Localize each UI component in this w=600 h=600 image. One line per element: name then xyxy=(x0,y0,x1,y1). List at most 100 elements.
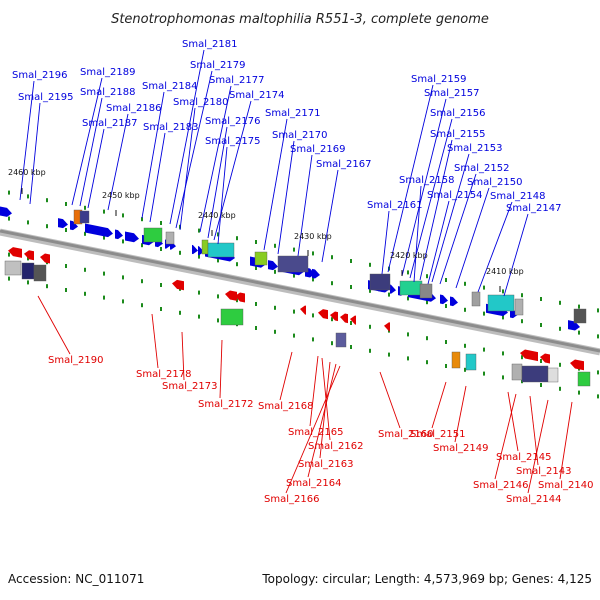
track-dot xyxy=(84,205,86,210)
reverse-leader xyxy=(181,331,185,381)
domain-block xyxy=(335,332,347,348)
track-dot xyxy=(255,240,257,244)
reverse-gene-label: Smal_2160 xyxy=(378,429,433,440)
track-dot xyxy=(217,232,219,237)
track-dot xyxy=(65,228,67,232)
forward-leader xyxy=(263,118,288,251)
forward-gene-label: Smal_2156 xyxy=(430,108,485,119)
reverse-leader xyxy=(37,295,71,355)
forward-gene-label: Smal_2161 xyxy=(367,200,422,211)
track-dot xyxy=(160,307,162,311)
reverse-arrow xyxy=(8,247,22,258)
domain-block xyxy=(165,231,175,245)
track-dot xyxy=(597,334,599,339)
track-dot xyxy=(426,274,428,279)
track-dot xyxy=(350,345,352,349)
track-dot xyxy=(160,221,162,225)
kbp-ticks: 2460 kbp 2450 kbp 2440 kbp 2430 kbp 2420 kbp… xyxy=(8,168,524,292)
track-dot xyxy=(65,202,67,206)
track-dot xyxy=(8,216,10,221)
forward-arrow xyxy=(450,296,458,307)
track-dot xyxy=(198,290,200,295)
forward-leader xyxy=(179,107,196,231)
reverse-leader xyxy=(454,385,467,443)
track-dot xyxy=(198,254,200,259)
track-dot xyxy=(350,259,352,263)
track-dot xyxy=(236,236,238,241)
forward-arrow xyxy=(268,260,278,271)
forward-gene-label: Smal_2186 xyxy=(106,103,161,114)
track-dot xyxy=(312,313,314,318)
track-dot xyxy=(559,362,561,367)
domain-block xyxy=(143,227,163,243)
reverse-arrow xyxy=(40,253,50,264)
forward-arrow xyxy=(0,206,12,217)
reverse-arrow xyxy=(330,311,338,322)
forward-gene-label: Smal_2175 xyxy=(205,136,260,147)
domain-block xyxy=(511,363,523,381)
track-dot xyxy=(350,285,352,289)
forward-arrow xyxy=(192,244,198,255)
track-dot xyxy=(388,292,390,297)
track-dot xyxy=(597,394,599,399)
backbone xyxy=(0,229,600,353)
track-dot xyxy=(84,267,86,272)
track-dot xyxy=(597,370,599,375)
domain-block xyxy=(487,294,515,312)
track-dot xyxy=(331,317,333,322)
track-dot xyxy=(217,294,219,299)
track-dot xyxy=(46,198,48,203)
track-dot xyxy=(426,336,428,341)
track-dot xyxy=(27,280,29,285)
reverse-gene-label: Smal_2146 xyxy=(473,480,528,491)
track-dot xyxy=(27,194,29,199)
leader-lines xyxy=(19,49,573,494)
domain-block xyxy=(220,308,244,326)
reverse-gene-label: Smal_2164 xyxy=(286,478,341,489)
reverse-gene-label: Smal_2143 xyxy=(516,466,571,477)
track-dot xyxy=(312,277,314,282)
forward-gene-label: Smal_2174 xyxy=(229,90,284,101)
forward-leader xyxy=(455,187,490,289)
track-dot xyxy=(312,337,314,342)
kbp-tick-label: 2430 kbp xyxy=(294,232,332,241)
forward-gene-label: Smal_2180 xyxy=(173,97,228,108)
track-dot xyxy=(483,347,485,352)
track-dot xyxy=(445,304,447,308)
forward-leader xyxy=(413,185,422,283)
accession-label: Accession: NC_011071 xyxy=(8,572,145,586)
forward-arrow xyxy=(440,294,448,305)
track-dot xyxy=(274,243,276,248)
track-dot xyxy=(198,228,200,233)
reverse-gene-label: Smal_2168 xyxy=(258,401,313,412)
forward-arrow xyxy=(115,229,123,240)
track-dot xyxy=(65,264,67,268)
forward-leader xyxy=(141,91,165,219)
reverse-leader xyxy=(307,363,337,478)
track-dot xyxy=(464,281,466,286)
forward-gene-label: Smal_2152 xyxy=(454,163,509,174)
forward-arrow xyxy=(312,268,320,279)
track-dot xyxy=(445,278,447,282)
domain-block xyxy=(21,262,35,280)
forward-leader xyxy=(207,126,228,239)
track-dot xyxy=(46,224,48,229)
track-dot xyxy=(84,291,86,296)
track-dot xyxy=(27,256,29,261)
forward-arrow xyxy=(568,320,580,331)
track-dot xyxy=(141,279,143,284)
kbp-tick-label: 2440 kbp xyxy=(198,211,236,220)
forward-leader xyxy=(199,85,232,233)
track-dot xyxy=(255,302,257,306)
track-dot xyxy=(559,326,561,331)
reverse-gene-label: Smal_2165 xyxy=(288,427,343,438)
reverse-gene-label: Smal_2166 xyxy=(264,494,319,505)
track-dot xyxy=(483,371,485,376)
track-dot xyxy=(483,285,485,290)
reverse-gene-label: Smal_2162 xyxy=(308,441,363,452)
forward-gene-label: Smal_2155 xyxy=(430,129,485,140)
reverse-gene-label: Smal_2190 xyxy=(48,355,103,366)
forward-gene-label: Smal_2183 xyxy=(143,122,198,133)
reverse-gene-label: Smal_2172 xyxy=(198,399,253,410)
forward-arrow xyxy=(125,231,139,243)
